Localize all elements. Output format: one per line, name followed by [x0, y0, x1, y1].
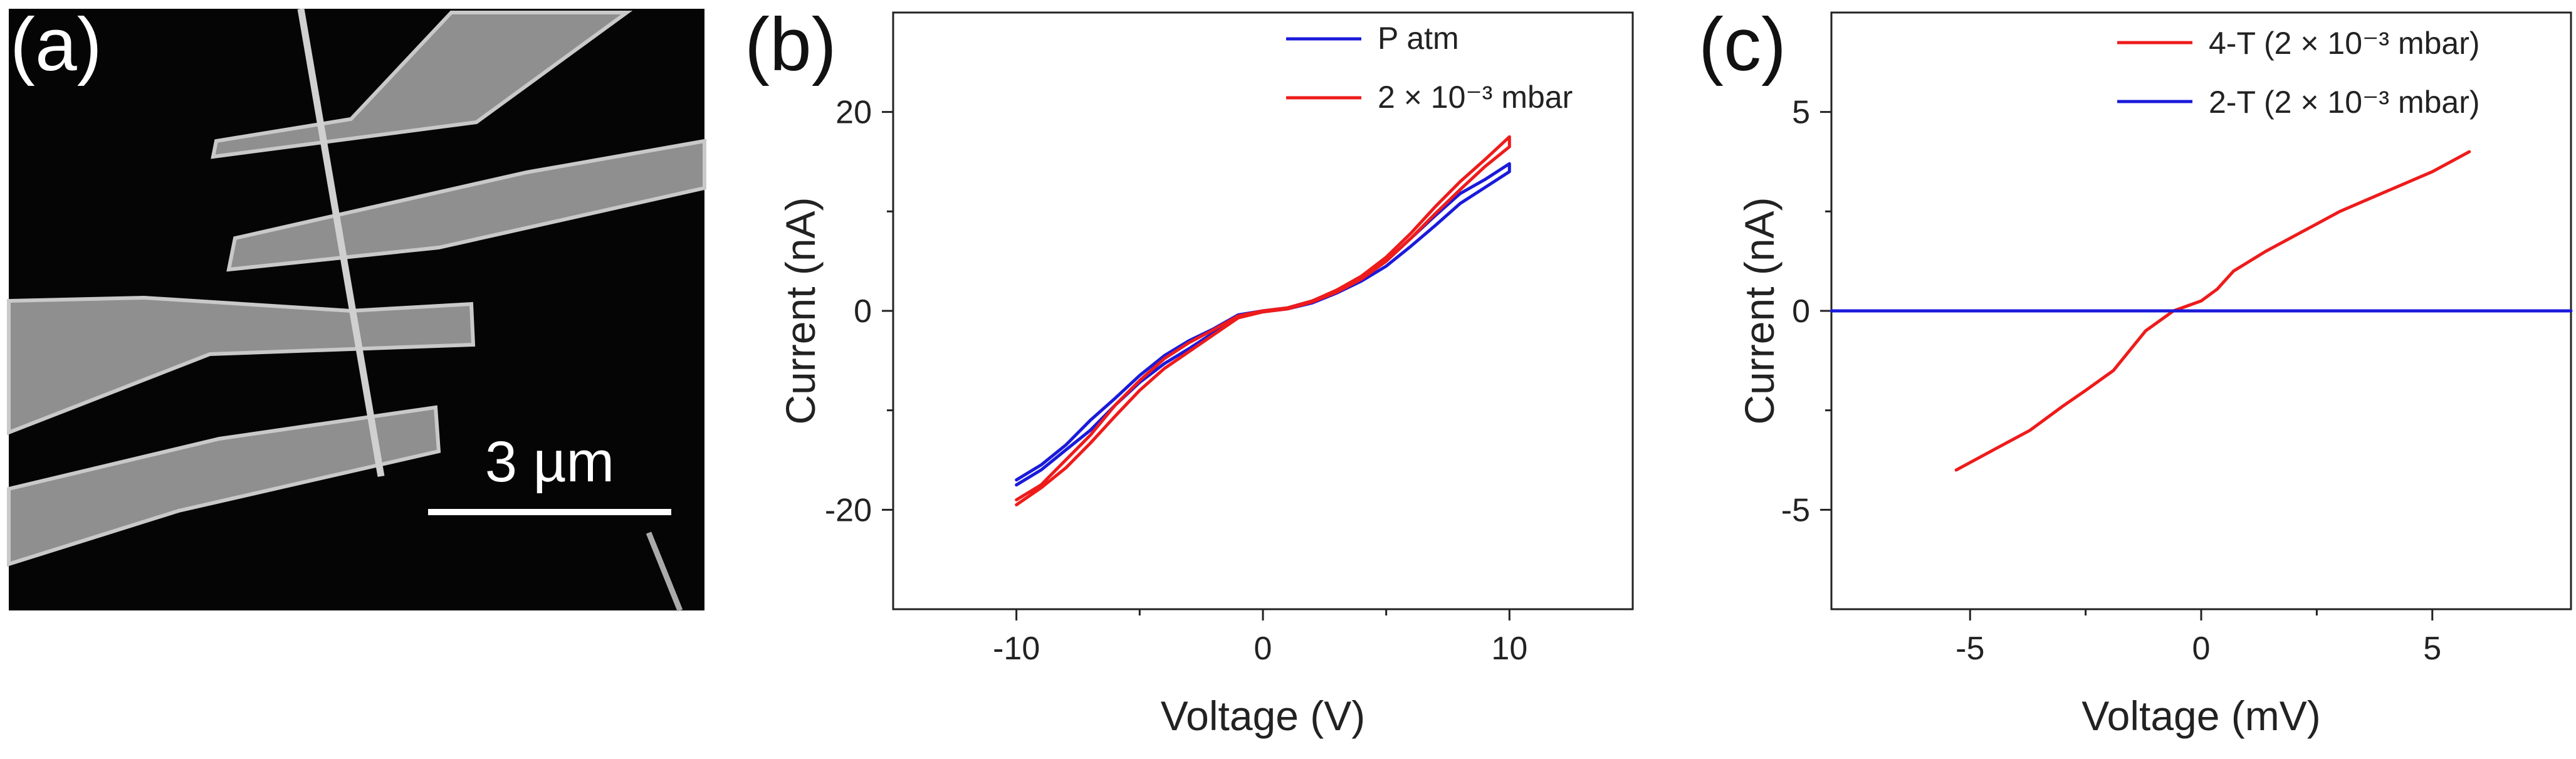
y-tick-label-c: -5: [1781, 492, 1810, 528]
electrode-4: [7, 405, 441, 567]
y-tick-label-c: 5: [1792, 95, 1810, 131]
electrode-2: [226, 139, 706, 272]
x-tick-label-b: 0: [1254, 631, 1272, 667]
panel-b-chart: (b) -10 0 10 -20 0 20 Voltage (V) Current (nA…: [745, 3, 1634, 739]
panel-c-chart: (c) -5 0 5 -5 0 5 Voltage (mV) Current (nA) 4…: [1699, 3, 2573, 739]
legend-c-label-2: 2-T (2 × 10⁻³ mbar): [2209, 85, 2480, 120]
scale-bar: [428, 509, 671, 515]
x-tick-label-b: -10: [993, 631, 1040, 667]
x-tick-label-b: 10: [1491, 631, 1527, 667]
series-line-b-1: [1015, 162, 1511, 487]
legend-b: P atm 2 × 10⁻³ mbar: [1286, 21, 1573, 115]
panel-a-label: (a): [10, 3, 102, 86]
debris-wire: [646, 531, 683, 612]
x-tick-label-c: 5: [2423, 631, 2441, 667]
legend-c-label-1: 4-T (2 × 10⁻³ mbar): [2209, 26, 2480, 61]
series-line-b-2: [1015, 135, 1511, 506]
legend-b-label-2: 2 × 10⁻³ mbar: [1378, 80, 1573, 115]
series-line-c-1: [1954, 150, 2471, 472]
x-axis-title-c: Voltage (mV): [2081, 693, 2321, 739]
x-axis-title-b: Voltage (V): [1161, 693, 1366, 739]
legend-b-label-1: P atm: [1378, 21, 1459, 56]
scale-bar-label: 3 µm: [485, 430, 614, 494]
y-axis-title-c: Current (nA): [1736, 197, 1783, 424]
panel-b-label: (b): [745, 3, 837, 86]
legend-c: 4-T (2 × 10⁻³ mbar) 2-T (2 × 10⁻³ mbar): [2117, 26, 2480, 120]
y-tick-label-c: 0: [1792, 293, 1810, 330]
nanowire: [297, 8, 385, 477]
panel-a-sem-image: 3 µm (a): [7, 3, 706, 612]
y-axis-title-b: Current (nA): [777, 197, 824, 424]
x-tick-label-c: -5: [1956, 631, 1984, 667]
x-tick-label-c: 0: [2192, 631, 2211, 667]
y-tick-label-b: -20: [825, 492, 872, 528]
y-tick-label-b: 20: [835, 95, 872, 131]
electrode-1: [211, 11, 633, 159]
panel-c-label: (c): [1699, 3, 1786, 86]
y-tick-label-b: 0: [854, 293, 872, 330]
